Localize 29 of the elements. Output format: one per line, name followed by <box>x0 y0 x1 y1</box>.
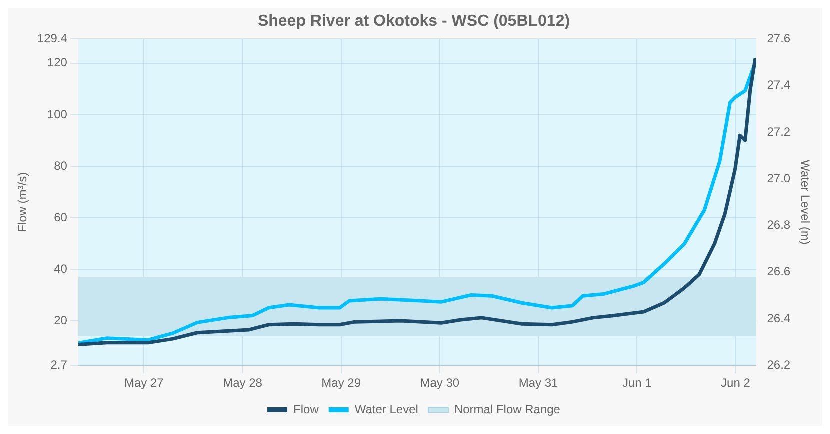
y-tick-label: 100 <box>47 107 68 122</box>
y2-tick-label: 27.0 <box>767 171 791 186</box>
y2-tick-label: 26.4 <box>767 311 791 326</box>
y2-tick-label: 27.6 <box>767 32 791 46</box>
chart-title: Sheep River at Okotoks - WSC (05BL012) <box>258 13 570 30</box>
legend-label: Flow <box>294 402 320 416</box>
y-tick-label: 20 <box>54 313 68 328</box>
x-tick-label: May 29 <box>322 376 362 390</box>
y2-tick-label: 27.4 <box>767 78 791 92</box>
y2-tick-label: 26.8 <box>767 218 791 232</box>
y2-tick-label: 26.2 <box>767 358 791 372</box>
y2-axis-title: Water Level (m) <box>798 160 812 245</box>
x-tick-label: May 30 <box>420 376 460 390</box>
y-tick-label: 80 <box>54 158 68 173</box>
x-tick-label: May 28 <box>223 376 263 390</box>
x-tick-label: Jun 2 <box>721 376 751 390</box>
x-tick-label: Jun 1 <box>622 376 652 390</box>
y-tick-label: 120 <box>47 56 68 70</box>
legend-label: Normal Flow Range <box>454 402 561 416</box>
x-tick-label: May 27 <box>124 376 164 390</box>
y2-tick-label: 27.2 <box>767 124 791 139</box>
y-tick-label: 40 <box>54 262 68 276</box>
y-tick-label: 2.7 <box>50 358 68 372</box>
y-tick-label: 129.4 <box>37 32 68 46</box>
y-axis-title: Flow (m³/s) <box>16 172 30 232</box>
x-tick-label: May 31 <box>518 376 559 390</box>
legend-label: Water Level <box>354 402 418 416</box>
y2-tick-label: 26.6 <box>767 264 791 279</box>
y-tick-label: 60 <box>54 210 68 224</box>
